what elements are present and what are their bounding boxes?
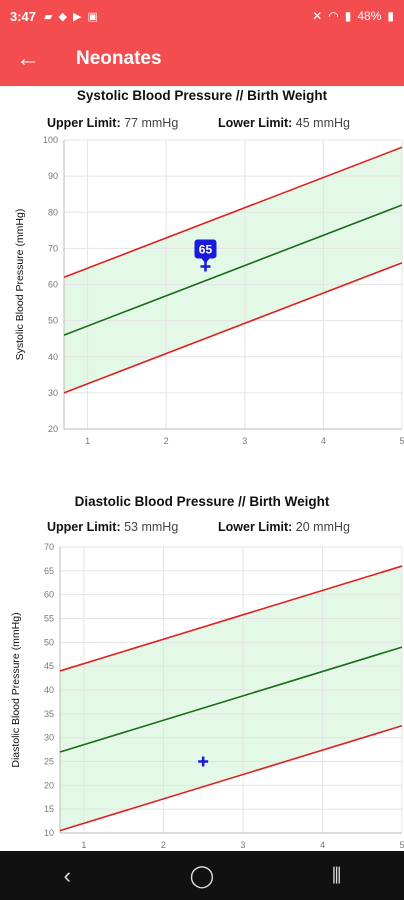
lower-line bbox=[59, 724, 403, 832]
mean-line bbox=[59, 646, 403, 753]
diastolic-lower-limit: Lower Limit: 20 mmHg bbox=[218, 520, 350, 534]
nav-recents-button[interactable]: ⦀ bbox=[297, 863, 377, 889]
status-time: 3:47 bbox=[10, 8, 37, 24]
y-tick-label: 10 bbox=[44, 828, 54, 838]
y-tick-label: 55 bbox=[44, 614, 54, 624]
x-tick-label: 4 bbox=[320, 840, 325, 850]
y-tick-label: 80 bbox=[48, 207, 58, 217]
signal-icon: ▮ bbox=[344, 9, 352, 23]
normal-range-band bbox=[60, 566, 402, 831]
x-tick-label: 5 bbox=[399, 840, 404, 850]
y-tick-label: 25 bbox=[44, 757, 54, 767]
lower-limit-label: Lower Limit: bbox=[218, 116, 293, 130]
wifi-icon: ◠ bbox=[328, 9, 339, 23]
data-point-tooltip: 65 bbox=[194, 239, 217, 264]
y-tick-label: 70 bbox=[48, 243, 58, 253]
upper-limit-label: Upper Limit: bbox=[47, 116, 121, 130]
y-tick-label: 100 bbox=[43, 135, 58, 145]
y-tick-label: 20 bbox=[44, 780, 54, 790]
tooltip-pointer bbox=[201, 258, 210, 264]
systolic-lower-limit: Lower Limit: 45 mmHg bbox=[218, 116, 350, 130]
y-tick-label: 60 bbox=[44, 590, 54, 600]
systolic-chart: 20 30 40 50 60 70 80 90 100 1 2 3 4 5 Systolic Blood P… bbox=[14, 135, 404, 446]
y-tick-label: 90 bbox=[48, 171, 58, 181]
battery-text: 48% bbox=[357, 9, 382, 23]
y-axis-label: Systolic Blood Pressure (mmHg) bbox=[14, 209, 26, 361]
message-icon: ▰ bbox=[44, 10, 53, 23]
diastolic-upper-limit: Upper Limit: 53 mmHg bbox=[47, 520, 178, 534]
x-tick-label: 3 bbox=[242, 436, 247, 446]
x-tick-label: 5 bbox=[399, 436, 404, 446]
y-tick-label: 30 bbox=[48, 388, 58, 398]
x-tick-label: 3 bbox=[240, 840, 245, 850]
y-tick-label: 60 bbox=[48, 280, 58, 290]
app-bar: ← Neonates bbox=[0, 32, 404, 86]
battery-icon: ▮ bbox=[387, 9, 394, 23]
arrow-left-icon: ← bbox=[16, 45, 40, 72]
y-tick-label: 15 bbox=[44, 804, 54, 814]
y-tick-label: 50 bbox=[44, 637, 54, 647]
y-tick-label: 45 bbox=[44, 661, 54, 671]
systolic-upper-limit: Upper Limit: 77 mmHg bbox=[47, 116, 178, 130]
x-tick-label: 2 bbox=[161, 840, 166, 850]
upper-limit-value: 77 mmHg bbox=[124, 116, 179, 130]
lower-limit-label: Lower Limit: bbox=[218, 520, 293, 534]
diastolic-chart-title: Diastolic Blood Pressure // Birth Weight bbox=[74, 494, 330, 509]
chevron-left-icon: ‹ bbox=[63, 862, 71, 888]
mean-line bbox=[63, 204, 403, 336]
alert-icon: ◆ bbox=[58, 10, 67, 23]
youtube-icon: ▶ bbox=[72, 10, 82, 23]
y-tick-label: 40 bbox=[44, 685, 54, 695]
x-tick-label: 1 bbox=[85, 436, 90, 446]
upper-line bbox=[63, 146, 403, 279]
x-tick-label: 2 bbox=[164, 436, 169, 446]
y-tick-label: 70 bbox=[44, 542, 54, 552]
recents-icon: ⦀ bbox=[331, 862, 342, 888]
system-nav-bar: ‹ ◯ ⦀ bbox=[0, 851, 404, 900]
upper-limit-label: Upper Limit: bbox=[47, 520, 121, 534]
lower-line bbox=[63, 262, 403, 394]
y-tick-label: 50 bbox=[48, 316, 58, 326]
x-tick-label: 4 bbox=[321, 436, 326, 446]
notification-icons: ▰ ◆ ▶ ▣ bbox=[44, 10, 98, 23]
page-title: Neonates bbox=[76, 48, 162, 69]
status-right: ✕ ◠ ▮ 48% ▮ bbox=[312, 9, 394, 23]
back-button[interactable]: ← bbox=[0, 32, 56, 86]
tooltip-box bbox=[194, 239, 217, 259]
lower-limit-value: 45 mmHg bbox=[295, 116, 350, 130]
nav-back-button[interactable]: ‹ bbox=[27, 863, 107, 889]
y-tick-label: 40 bbox=[48, 352, 58, 362]
y-tick-label: 35 bbox=[44, 709, 54, 719]
upper-limit-value: 53 mmHg bbox=[124, 520, 179, 534]
mute-icon: ✕ bbox=[312, 9, 323, 23]
data-point bbox=[198, 756, 209, 767]
y-tick-label: 20 bbox=[48, 424, 58, 434]
status-bar: 3:47 ▰ ◆ ▶ ▣ ✕ ◠ ▮ 48% ▮ bbox=[0, 0, 404, 32]
y-tick-label: 30 bbox=[44, 733, 54, 743]
photo-icon: ▣ bbox=[87, 10, 98, 23]
data-label: 65 bbox=[199, 242, 213, 256]
y-tick-label: 65 bbox=[44, 566, 54, 576]
x-tick-label: 1 bbox=[81, 840, 86, 850]
lower-limit-value: 20 mmHg bbox=[295, 520, 350, 534]
systolic-chart-title: Systolic Blood Pressure // Birth Weight bbox=[76, 88, 328, 103]
nav-home-button[interactable]: ◯ bbox=[162, 863, 242, 889]
home-circle-icon: ◯ bbox=[189, 862, 215, 888]
upper-line bbox=[59, 565, 403, 672]
y-axis-label: Diastolic Blood Pressure (mmHg) bbox=[10, 612, 22, 767]
